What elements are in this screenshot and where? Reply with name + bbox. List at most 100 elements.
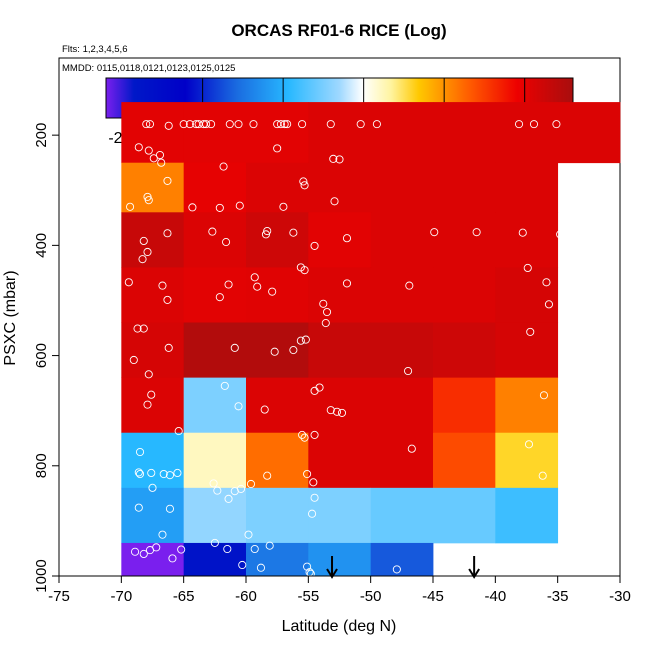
heatmap-cell (183, 162, 247, 213)
y-tick-label: 400 (33, 233, 50, 258)
observation-point (306, 569, 315, 578)
mmdd-note: MMDD: 0115,0118,0121,0123,0125,0125 (62, 63, 235, 74)
heatmap-cell (183, 267, 247, 323)
observation-point (234, 402, 243, 411)
observation-point (309, 478, 318, 487)
heatmap-cell (557, 102, 621, 164)
observation-point (135, 469, 145, 479)
observation-point (326, 120, 335, 129)
heatmap-cell (308, 212, 372, 268)
x-tick-label: -65 (173, 588, 195, 605)
observation-point (321, 319, 330, 328)
observation-point (289, 228, 298, 237)
flights-note: Flts: 1,2,3,4,5,6 (62, 44, 127, 55)
observation-point (335, 155, 344, 164)
observation-point (158, 530, 167, 539)
observation-point (249, 120, 258, 129)
heatmap-cell (308, 432, 372, 489)
observation-point (143, 400, 152, 409)
observation-point (260, 405, 269, 414)
x-tick-label: -70 (110, 588, 132, 605)
observation-point (143, 192, 152, 201)
heatmap-cell (246, 212, 309, 268)
observation-point (300, 433, 309, 442)
observation-point (523, 263, 532, 273)
x-axis-title: Latitude (deg N) (282, 618, 397, 635)
observation-point (303, 562, 312, 571)
observation-point (529, 120, 539, 129)
y-tick-label: 1000 (33, 559, 50, 592)
observation-point (208, 227, 217, 236)
observation-point (261, 230, 271, 239)
observation-point (253, 282, 262, 291)
heatmap-cell (495, 432, 559, 489)
observation-point (219, 162, 228, 171)
heatmap-cell (246, 377, 309, 434)
heatmap-cell (495, 162, 559, 213)
observation-point (188, 203, 197, 212)
heatmap-cell (433, 487, 496, 544)
observation-point (215, 293, 224, 302)
observation-point (514, 120, 524, 129)
observation-point (299, 177, 308, 186)
heatmap-cell (370, 162, 434, 213)
observation-point (134, 143, 143, 152)
heatmap-cell (433, 432, 496, 489)
observation-point (225, 120, 234, 129)
observation-point (542, 278, 551, 287)
observation-point (230, 343, 239, 352)
heatmap-cell (246, 322, 309, 379)
observation-point (134, 468, 143, 477)
observation-point (518, 228, 527, 237)
observation-point (524, 440, 534, 449)
observation-point (221, 238, 231, 247)
observation-point (144, 146, 153, 155)
heatmap-cell (370, 377, 434, 434)
heatmap-cell (183, 432, 247, 489)
observation-point (279, 202, 288, 211)
arrow-marker (468, 556, 480, 579)
observation-point (265, 541, 274, 550)
heatmap-cell (308, 267, 372, 323)
heatmap-cell (433, 102, 496, 164)
y-tick-label: 800 (33, 453, 50, 478)
observation-point (163, 295, 172, 304)
heatmap-cell (308, 542, 372, 577)
heatmap-cell (308, 322, 372, 379)
heatmap-cell (121, 162, 185, 213)
observation-point (168, 554, 177, 563)
heatmap-cell (370, 432, 434, 489)
observation-point (224, 280, 233, 289)
heatmap-cells (121, 102, 621, 577)
observation-point (405, 281, 414, 290)
observation-point (310, 493, 319, 502)
observation-point (163, 176, 172, 185)
x-tick-label: -60 (235, 588, 257, 605)
observation-point (526, 327, 535, 336)
observation-point (238, 560, 247, 570)
observation-point (165, 471, 174, 480)
observation-point (135, 447, 145, 457)
observation-point (544, 300, 553, 309)
observation-point (273, 144, 282, 153)
y-tick-label: 600 (33, 343, 50, 368)
observation-point (356, 120, 365, 129)
heatmap-cell (495, 212, 559, 268)
heatmap-cell (308, 162, 372, 213)
observation-point (430, 228, 439, 237)
heatmap-cell (121, 432, 185, 489)
observation-point (185, 120, 194, 129)
heatmap-cell (246, 432, 309, 489)
observation-point (144, 370, 153, 379)
heatmap-cell (370, 542, 434, 577)
observation-point (235, 201, 244, 210)
observation-point (337, 408, 347, 417)
observation-point (342, 279, 352, 288)
observation-point (173, 468, 182, 478)
observation-point (315, 383, 324, 392)
heatmap-cell (121, 102, 185, 164)
observation-point (163, 229, 172, 238)
observation-point (234, 120, 243, 129)
observation-point (263, 226, 272, 236)
